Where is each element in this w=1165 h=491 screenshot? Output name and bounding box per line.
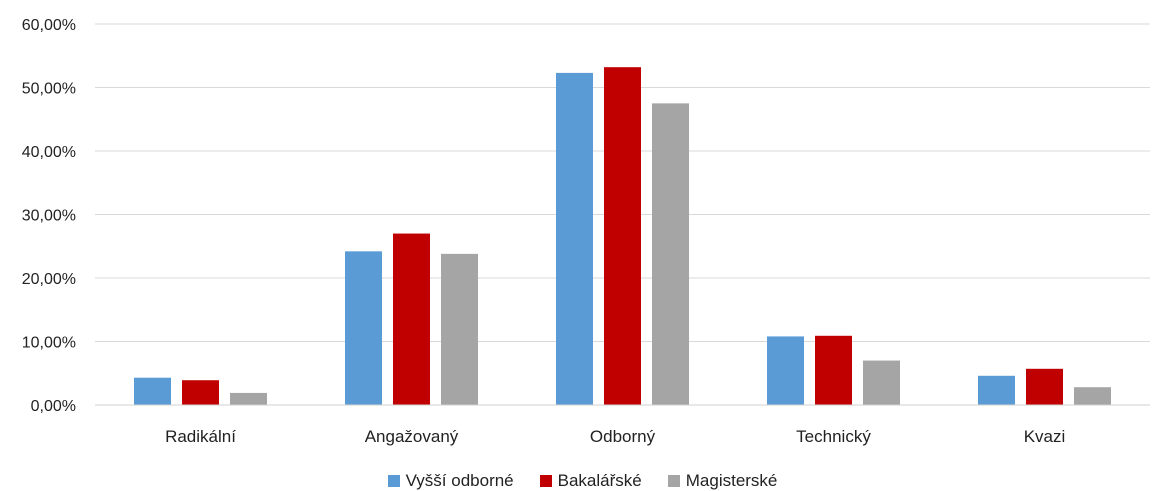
bar-chart: 0,00% 10,00% 20,00% 30,00% 40,00% 50,00% 60,00… (22, 17, 1150, 446)
y-tick-label: 60,00% (22, 17, 76, 34)
bar (556, 72, 593, 406)
x-axis-categories: Radikální Angažovaný Odborný Technický Kvazi (165, 427, 1065, 446)
bar (863, 360, 900, 405)
bar (604, 67, 641, 406)
bar (1026, 368, 1063, 405)
y-axis-ticks: 0,00% 10,00% 20,00% 30,00% 40,00% 50,00% 60,00… (22, 17, 76, 415)
bar (182, 380, 219, 405)
y-tick-label: 30,00% (22, 208, 76, 225)
y-tick-label: 20,00% (22, 271, 76, 288)
legend: Vyšší odborné Bakalářské Magisterské (0, 470, 1165, 491)
category-label: Angažovaný (365, 427, 459, 446)
bars (134, 67, 1111, 406)
bar (1074, 387, 1111, 405)
bar (978, 375, 1015, 405)
category-label: Odborný (590, 427, 656, 446)
bar (345, 251, 382, 405)
y-tick-label: 10,00% (22, 335, 76, 352)
bar (134, 377, 171, 405)
legend-item: Magisterské (667, 470, 778, 491)
bar (393, 233, 430, 405)
bar (815, 335, 852, 405)
category-label: Radikální (165, 427, 236, 446)
bar (441, 253, 478, 405)
legend-label: Magisterské (685, 470, 778, 490)
legend-swatch (667, 474, 680, 487)
y-tick-label: 0,00% (31, 398, 76, 415)
category-label: Technický (796, 427, 871, 446)
y-tick-label: 50,00% (22, 81, 76, 98)
bar (230, 392, 267, 405)
bar (767, 336, 804, 405)
legend-item: Vyšší odborné (387, 470, 514, 491)
y-tick-label: 40,00% (22, 144, 76, 161)
legend-item: Bakalářské (539, 470, 642, 491)
legend-swatch (387, 474, 400, 487)
legend-label: Vyšší odborné (405, 470, 514, 490)
bar (652, 103, 689, 405)
legend-label: Bakalářské (557, 470, 642, 490)
legend-swatch (539, 474, 552, 487)
category-label: Kvazi (1024, 427, 1066, 446)
